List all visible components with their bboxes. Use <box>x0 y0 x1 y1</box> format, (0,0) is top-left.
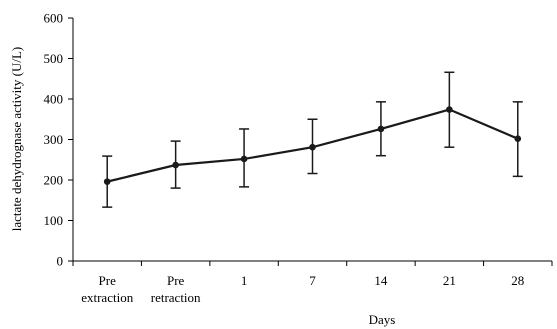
y-tick-label: 500 <box>44 51 64 66</box>
y-tick-label: 600 <box>44 11 64 26</box>
x-tick-label: 1 <box>241 273 248 288</box>
y-axis-label: lactate dehydrognase activity (U/L) <box>9 47 24 231</box>
data-point <box>309 143 316 151</box>
y-tick-label: 100 <box>44 213 64 228</box>
data-point <box>377 125 385 133</box>
x-tick-label: extraction <box>81 290 133 305</box>
x-tick-label: retraction <box>151 290 201 305</box>
y-tick-label: 200 <box>44 173 64 188</box>
x-tick-label: 28 <box>511 273 524 288</box>
x-tick-label: 21 <box>443 273 456 288</box>
x-tick-label: 7 <box>309 273 316 288</box>
x-tick-label: 14 <box>374 273 388 288</box>
x-axis-label: Days <box>369 312 396 327</box>
data-point <box>172 161 179 169</box>
y-tick-label: 300 <box>44 132 64 147</box>
data-point <box>446 106 453 113</box>
y-tick-label: 400 <box>44 92 64 107</box>
data-point <box>514 135 522 142</box>
x-tick-label: Pre <box>167 273 185 288</box>
data-point <box>103 178 111 185</box>
y-tick-label: 0 <box>57 254 64 269</box>
chart-marks: 0 100 200 300 400 500 600 Pre extraction Pre retra… <box>44 11 553 305</box>
x-tick-label: Pre <box>99 273 117 288</box>
y-axis-label-group: lactate dehydrognase activity (U/L) <box>9 47 24 231</box>
data-point <box>240 155 248 163</box>
